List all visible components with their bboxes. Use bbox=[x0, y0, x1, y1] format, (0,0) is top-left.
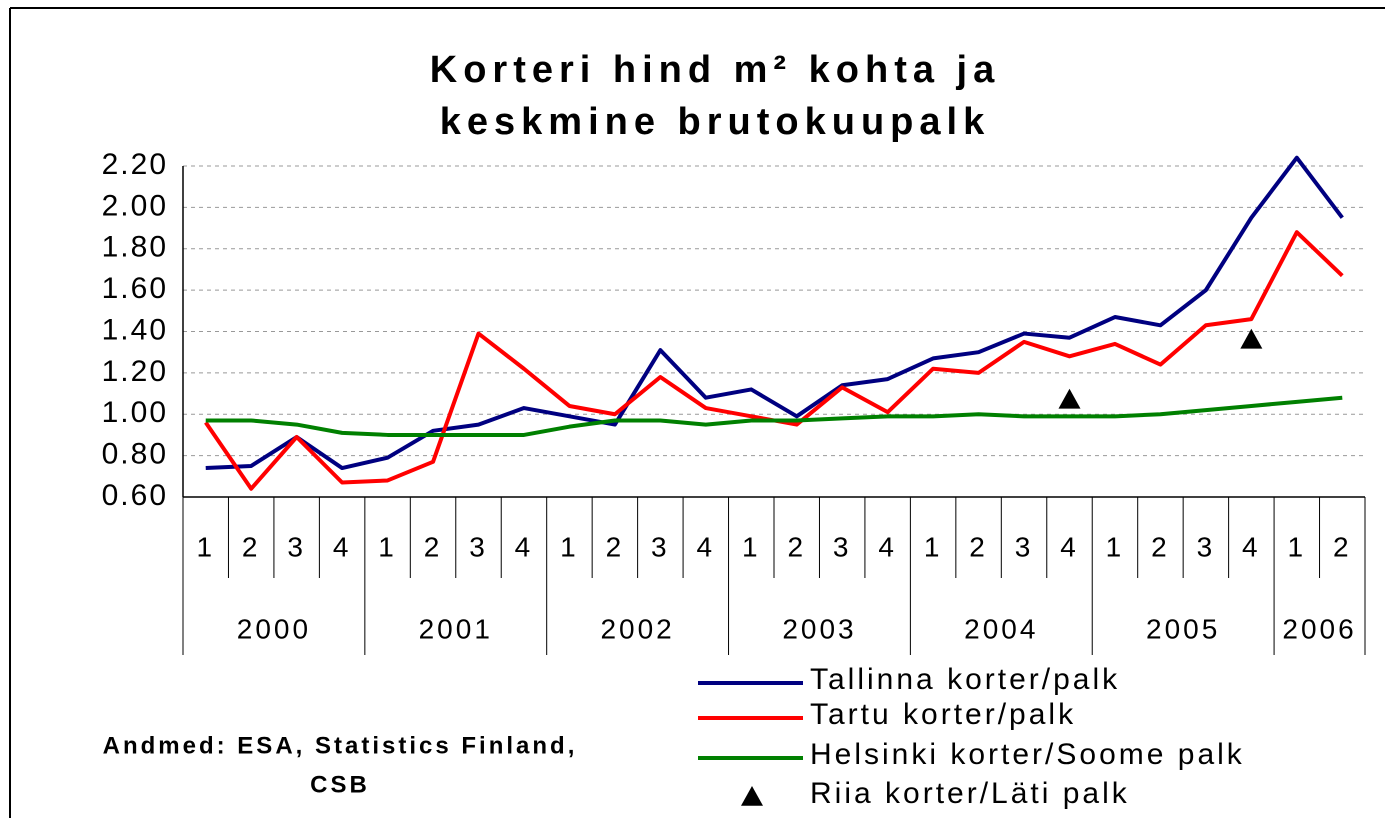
x-tick-label: 2 bbox=[787, 531, 806, 562]
x-tick-label: 4 bbox=[515, 531, 534, 562]
x-tick-label: 4 bbox=[1242, 531, 1261, 562]
legend-label: Tartu korter/palk bbox=[810, 698, 1076, 731]
x-tick-label: 3 bbox=[651, 531, 670, 562]
marker bbox=[1240, 328, 1263, 349]
y-tick-label: 1.40 bbox=[102, 313, 168, 346]
x-group-label: 2000 bbox=[237, 613, 311, 644]
x-tick-label: 1 bbox=[1106, 531, 1125, 562]
y-tick-label: 2.00 bbox=[102, 189, 168, 222]
chart-title: Korteri hind m² kohta ja bbox=[430, 49, 1000, 91]
x-tick-label: 1 bbox=[378, 531, 397, 562]
y-tick-label: 0.60 bbox=[102, 479, 168, 512]
legend-marker bbox=[741, 786, 763, 806]
x-tick-label: 3 bbox=[287, 531, 306, 562]
x-tick-label: 3 bbox=[469, 531, 488, 562]
y-tick-label: 2.20 bbox=[102, 148, 168, 181]
chart-title: keskmine brutokuupalk bbox=[440, 101, 990, 143]
x-tick-label: 1 bbox=[742, 531, 761, 562]
x-group-label: 2002 bbox=[600, 613, 674, 644]
x-tick-label: 1 bbox=[1288, 531, 1307, 562]
x-tick-label: 4 bbox=[697, 531, 716, 562]
y-tick-label: 1.80 bbox=[102, 231, 168, 264]
source-note: Andmed: ESA, Statistics Finland, bbox=[103, 732, 578, 759]
x-tick-label: 2 bbox=[424, 531, 443, 562]
x-tick-label: 4 bbox=[333, 531, 352, 562]
x-tick-label: 2 bbox=[606, 531, 625, 562]
x-group-label: 2003 bbox=[782, 613, 856, 644]
x-tick-label: 1 bbox=[924, 531, 943, 562]
source-note: CSB bbox=[310, 771, 370, 798]
legend-label: Riia korter/Läti palk bbox=[810, 777, 1130, 810]
x-group-label: 2006 bbox=[1282, 613, 1356, 644]
x-tick-label: 4 bbox=[878, 531, 897, 562]
series-line bbox=[204, 230, 1344, 491]
series-line bbox=[205, 395, 1343, 437]
x-tick-label: 2 bbox=[1333, 531, 1352, 562]
x-tick-label: 3 bbox=[1015, 531, 1034, 562]
y-tick-label: 1.60 bbox=[102, 272, 168, 305]
x-group-label: 2001 bbox=[419, 613, 493, 644]
x-tick-label: 2 bbox=[242, 531, 261, 562]
x-tick-label: 4 bbox=[1060, 531, 1079, 562]
series-line bbox=[205, 155, 1344, 471]
x-tick-label: 3 bbox=[1197, 531, 1216, 562]
x-group-label: 2005 bbox=[1146, 613, 1220, 644]
y-tick-label: 0.80 bbox=[102, 438, 168, 471]
x-tick-label: 2 bbox=[969, 531, 988, 562]
y-tick-label: 1.20 bbox=[102, 355, 168, 388]
x-tick-label: 3 bbox=[833, 531, 852, 562]
y-tick-label: 1.00 bbox=[102, 396, 168, 429]
x-tick-label: 1 bbox=[560, 531, 579, 562]
legend-label: Helsinki korter/Soome palk bbox=[810, 738, 1245, 771]
marker bbox=[1058, 388, 1081, 409]
x-group-label: 2004 bbox=[964, 613, 1038, 644]
x-tick-label: 2 bbox=[1151, 531, 1170, 562]
legend-label: Tallinna korter/palk bbox=[810, 663, 1120, 696]
x-tick-label: 1 bbox=[196, 531, 215, 562]
